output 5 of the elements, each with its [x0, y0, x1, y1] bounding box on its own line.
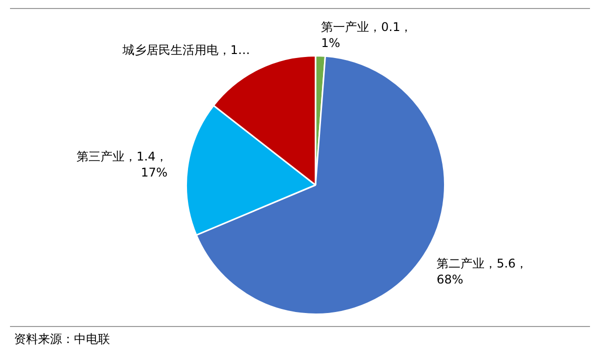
slice-label: 第一产业，0.1， 1%	[321, 20, 412, 50]
slice-label: 城乡居民生活用电，1…	[121, 43, 250, 58]
text: 资料来源：中电联	[14, 331, 110, 348]
slice-label: 第二产业，5.6， 68%	[436, 256, 528, 286]
slice-label: 第三产业，1.4， 17%	[76, 149, 168, 180]
